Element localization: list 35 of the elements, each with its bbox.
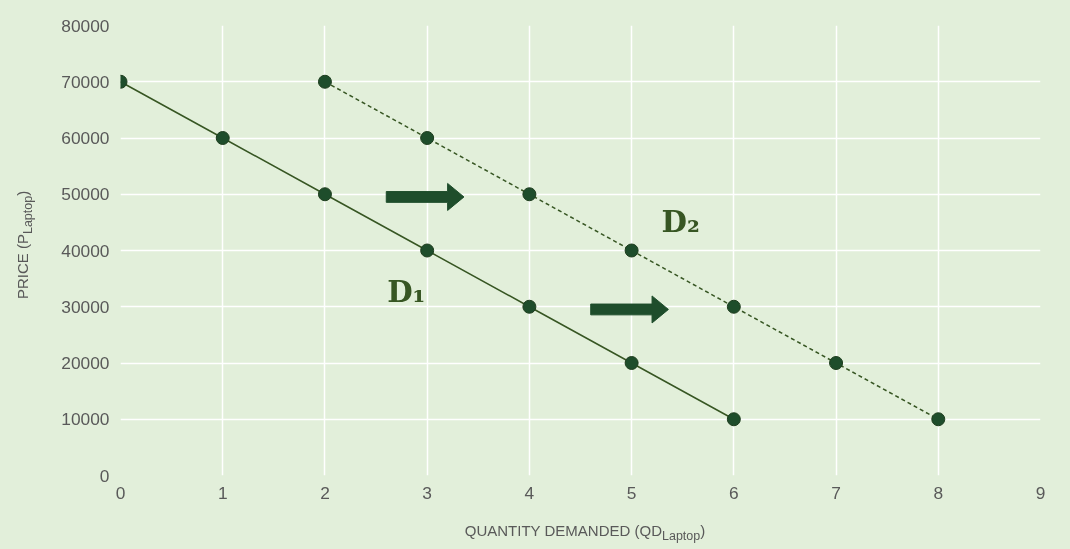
y-tick-label: 40000: [61, 240, 110, 261]
point: [522, 187, 537, 202]
point: [317, 74, 332, 89]
x-tick-label: 8: [933, 482, 944, 503]
x-tick-label: 1: [217, 482, 228, 503]
point: [931, 412, 946, 427]
point: [420, 131, 435, 145]
y-tick-label: 50000: [61, 184, 110, 205]
y-tick-label: 30000: [61, 296, 110, 317]
series-label: D₂: [661, 203, 700, 239]
y-tick-label: 70000: [61, 71, 110, 92]
x-tick-label: 9: [1035, 482, 1046, 503]
x-tick-label: 6: [729, 482, 739, 503]
x-tick-label: 5: [626, 482, 637, 503]
x-tick-label: 4: [524, 482, 535, 503]
point: [726, 412, 741, 427]
point: [829, 356, 844, 370]
x-tick-label: 0: [115, 482, 126, 503]
x-tick-label: 7: [831, 482, 841, 503]
series-label: D₁: [387, 273, 426, 309]
point: [215, 131, 230, 145]
y-tick-label: 20000: [61, 353, 110, 373]
x-tick-label: 3: [422, 482, 432, 503]
y-tick-label: 10000: [61, 409, 110, 430]
point: [522, 299, 537, 314]
point: [624, 243, 639, 258]
y-tick-label: 60000: [61, 128, 110, 148]
y-tick-label: 80000: [61, 15, 110, 36]
point: [624, 356, 639, 370]
point: [420, 243, 435, 258]
x-tick-label: 2: [320, 482, 330, 503]
y-tick-label: 0: [99, 465, 110, 486]
x-axis-title: QUANTITY DEMANDED (QD$_{Laptop}$): [464, 521, 706, 545]
point: [317, 187, 332, 202]
point: [726, 299, 741, 314]
